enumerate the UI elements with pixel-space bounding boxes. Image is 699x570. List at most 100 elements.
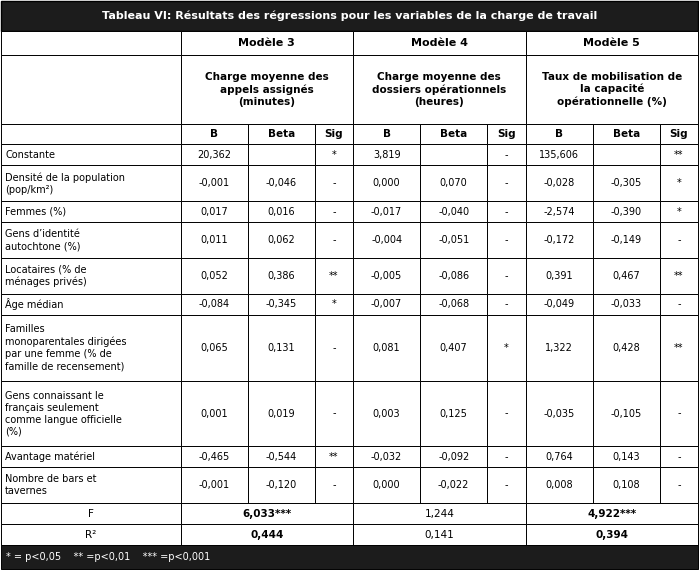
Text: Taux de mobilisation de
la capacité
opérationnelle (%): Taux de mobilisation de la capacité opér… xyxy=(542,72,682,107)
Text: 3,819: 3,819 xyxy=(373,150,401,160)
Text: Tableau VI: Résultats des régressions pour les variables de la charge de travail: Tableau VI: Résultats des régressions po… xyxy=(102,11,597,21)
Bar xyxy=(353,467,420,503)
Text: 0,428: 0,428 xyxy=(612,343,640,353)
Bar xyxy=(353,31,526,55)
Text: 20,362: 20,362 xyxy=(197,150,231,160)
Text: -0,105: -0,105 xyxy=(610,409,642,418)
Text: 0,065: 0,065 xyxy=(201,343,228,353)
Bar xyxy=(1,545,698,569)
Bar xyxy=(315,222,353,258)
Text: 0,019: 0,019 xyxy=(268,409,295,418)
Bar xyxy=(353,201,420,222)
Bar xyxy=(487,201,526,222)
Text: Modèle 3: Modèle 3 xyxy=(238,38,295,48)
Bar xyxy=(593,467,660,503)
Text: Locataires (% de
ménages privés): Locataires (% de ménages privés) xyxy=(5,264,87,287)
Bar xyxy=(353,381,420,446)
Bar xyxy=(353,124,420,144)
Bar xyxy=(247,124,315,144)
Text: Beta: Beta xyxy=(268,129,295,139)
Bar xyxy=(420,446,487,467)
Bar xyxy=(1,144,180,165)
Text: -: - xyxy=(505,481,508,490)
Text: 0,016: 0,016 xyxy=(268,207,295,217)
Text: -0,390: -0,390 xyxy=(611,207,642,217)
Text: -0,544: -0,544 xyxy=(266,452,297,462)
Text: *: * xyxy=(677,207,682,217)
Text: 0,017: 0,017 xyxy=(201,207,228,217)
Bar xyxy=(420,222,487,258)
Bar xyxy=(487,446,526,467)
Bar xyxy=(1,222,180,258)
Text: Familles
monoparentales dirigées
par une femme (% de
famille de recensement): Familles monoparentales dirigées par une… xyxy=(5,324,127,371)
Bar xyxy=(247,258,315,294)
Bar xyxy=(1,446,180,467)
Text: 0,143: 0,143 xyxy=(612,452,640,462)
Text: Femmes (%): Femmes (%) xyxy=(5,207,66,217)
Text: -0,172: -0,172 xyxy=(543,235,575,245)
Bar xyxy=(353,165,420,201)
Bar xyxy=(660,294,698,315)
Bar xyxy=(487,144,526,165)
Bar xyxy=(180,381,247,446)
Text: -: - xyxy=(332,409,336,418)
Text: -0,345: -0,345 xyxy=(266,299,297,310)
Bar xyxy=(1,165,180,201)
Bar xyxy=(180,124,247,144)
Text: Beta: Beta xyxy=(612,129,640,139)
Bar xyxy=(526,503,698,524)
Text: Constante: Constante xyxy=(5,150,55,160)
Bar xyxy=(1,55,180,124)
Bar xyxy=(660,144,698,165)
Bar xyxy=(180,524,353,545)
Text: Modèle 5: Modèle 5 xyxy=(584,38,640,48)
Text: -0,049: -0,049 xyxy=(544,299,575,310)
Bar xyxy=(247,294,315,315)
Text: -0,046: -0,046 xyxy=(266,178,297,188)
Bar xyxy=(247,165,315,201)
Bar xyxy=(353,55,526,124)
Bar xyxy=(660,446,698,467)
Bar xyxy=(487,381,526,446)
Bar xyxy=(526,524,698,545)
Bar xyxy=(526,315,593,381)
Text: **: ** xyxy=(329,271,339,281)
Bar xyxy=(593,446,660,467)
Bar xyxy=(593,315,660,381)
Bar xyxy=(526,124,593,144)
Text: -0,028: -0,028 xyxy=(543,178,575,188)
Text: 0,000: 0,000 xyxy=(373,481,401,490)
Text: R²: R² xyxy=(85,530,96,540)
Bar xyxy=(487,294,526,315)
Text: -: - xyxy=(505,178,508,188)
Bar xyxy=(315,467,353,503)
Text: 0,131: 0,131 xyxy=(268,343,295,353)
Bar xyxy=(526,222,593,258)
Text: Charge moyenne des
appels assignés
(minutes): Charge moyenne des appels assignés (minu… xyxy=(205,72,329,107)
Text: Avantage matériel: Avantage matériel xyxy=(5,451,95,462)
Text: 0,444: 0,444 xyxy=(250,530,284,540)
Text: -0,007: -0,007 xyxy=(371,299,402,310)
Bar xyxy=(593,381,660,446)
Bar xyxy=(420,201,487,222)
Text: * = p<0,05    ** =p<0,01    *** =p<0,001: * = p<0,05 ** =p<0,01 *** =p<0,001 xyxy=(6,552,210,562)
Text: 135,606: 135,606 xyxy=(539,150,579,160)
Bar xyxy=(1,294,180,315)
Text: **: ** xyxy=(674,343,684,353)
Bar xyxy=(353,446,420,467)
Text: -2,574: -2,574 xyxy=(543,207,575,217)
Text: 1,244: 1,244 xyxy=(424,508,454,519)
Text: 0,764: 0,764 xyxy=(545,452,573,462)
Text: -0,084: -0,084 xyxy=(199,299,230,310)
Text: -0,068: -0,068 xyxy=(438,299,469,310)
Text: *: * xyxy=(504,343,509,353)
Text: -: - xyxy=(332,207,336,217)
Text: -0,032: -0,032 xyxy=(371,452,402,462)
Bar xyxy=(180,144,247,165)
Text: 0,052: 0,052 xyxy=(200,271,228,281)
Text: 0,001: 0,001 xyxy=(201,409,228,418)
Text: -0,004: -0,004 xyxy=(371,235,402,245)
Bar xyxy=(247,144,315,165)
Bar xyxy=(315,294,353,315)
Bar xyxy=(660,381,698,446)
